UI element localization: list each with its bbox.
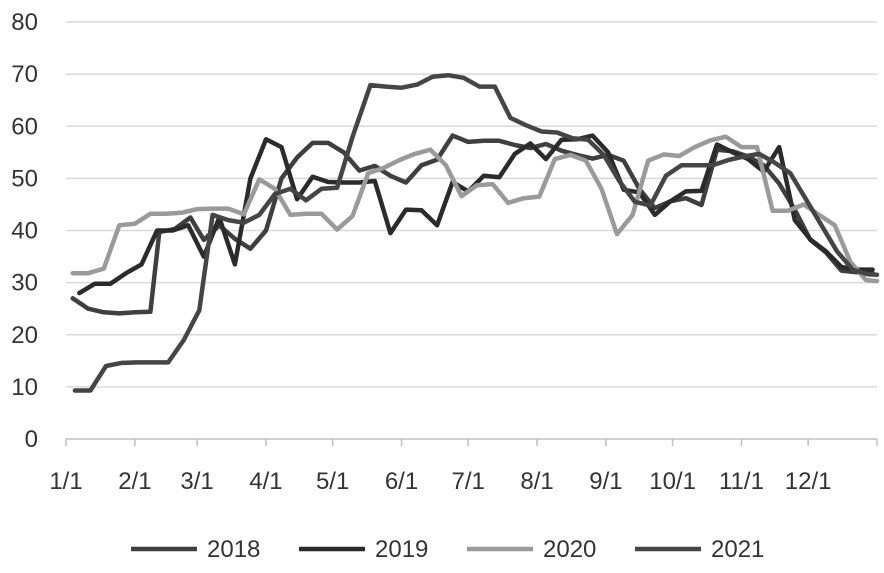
x-tick-label-1: 2/1 [118, 468, 151, 495]
series-lines [70, 72, 880, 393]
y-tick-label-50: 50 [11, 165, 38, 192]
y-tick-label-60: 60 [11, 113, 38, 140]
legend-label-2021: 2021 [711, 536, 764, 563]
x-tick-label-0: 1/1 [49, 468, 82, 495]
y-tick-label-30: 30 [11, 270, 38, 297]
x-tick-label-9: 10/1 [649, 468, 696, 495]
y-tick-label-10: 10 [11, 374, 38, 401]
x-tick-label-10: 11/1 [719, 468, 764, 495]
x-tick-label-6: 7/1 [451, 468, 484, 495]
x-tick-label-4: 5/1 [316, 468, 349, 495]
series-line-2021 [72, 72, 880, 393]
legend: 2018 2019 2020 2021 [131, 536, 764, 563]
x-tick-label-7: 8/1 [520, 468, 553, 495]
x-tick-label-8: 9/1 [589, 468, 622, 495]
y-tick-label-40: 40 [11, 218, 38, 245]
y-tick-label-20: 20 [11, 322, 38, 349]
series-line-2020 [70, 134, 880, 284]
legend-label-2020: 2020 [543, 536, 596, 563]
legend-label-2019: 2019 [375, 536, 428, 563]
legend-label-2018: 2018 [207, 536, 260, 563]
x-tick-label-11: 12/1 [785, 468, 832, 495]
y-tick-label-80: 80 [11, 9, 38, 36]
axes [65, 438, 878, 446]
x-tick-label-3: 4/1 [249, 468, 282, 495]
x-tick-labels: 1/1 2/1 3/1 4/1 5/1 6/1 7/1 8/1 9/1 10/1 11/1 12/1 [49, 468, 831, 495]
y-tick-label-70: 70 [11, 61, 38, 88]
y-tick-labels: 0 10 20 30 40 50 60 70 80 [11, 9, 38, 453]
x-tick-label-5: 6/1 [385, 468, 418, 495]
y-tick-label-0: 0 [25, 426, 38, 453]
x-tick-label-2: 3/1 [180, 468, 213, 495]
